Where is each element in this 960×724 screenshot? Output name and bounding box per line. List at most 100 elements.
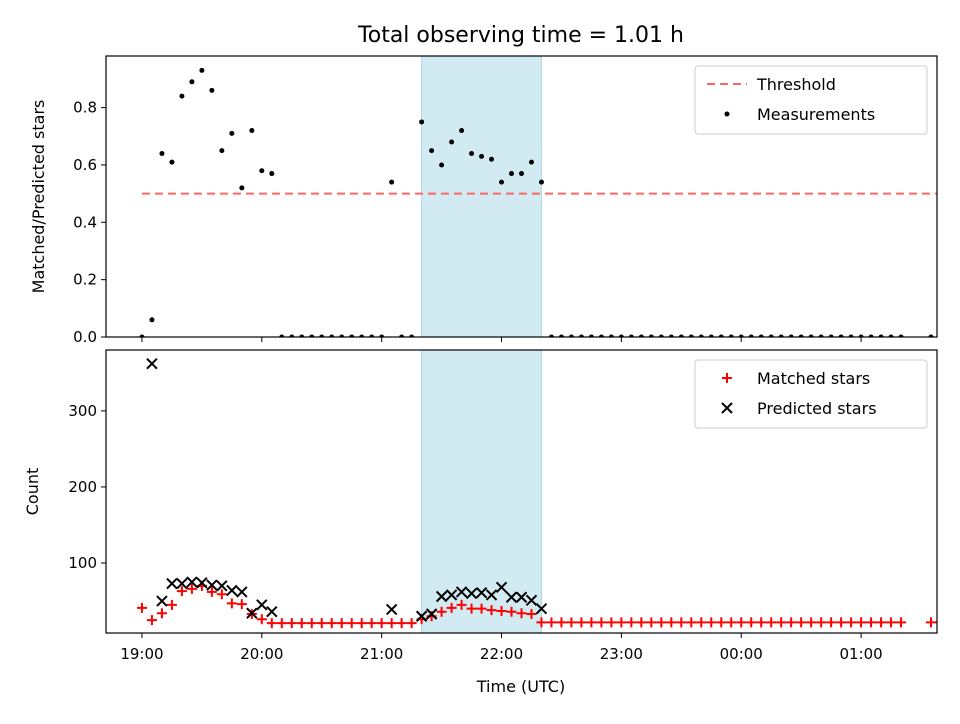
top-series-0-point-46	[598, 334, 604, 337]
top-series-0-point-36	[499, 179, 505, 185]
top-series-0-point-56	[698, 334, 704, 337]
bottom-series-0-point-17	[306, 618, 317, 629]
bottom-series-0-point-13	[266, 618, 277, 629]
top-series-0-point-21	[349, 334, 355, 337]
bottom-series-0-point-66	[796, 617, 807, 628]
top-series-0-point-55	[688, 334, 694, 337]
top-series-0-point-12	[259, 168, 265, 174]
top-series-0-point-58	[718, 334, 724, 337]
bottom-series-0-point-76	[896, 617, 907, 628]
top-series-0-point-53	[668, 334, 674, 337]
top-series-0-point-44	[578, 334, 584, 337]
bottom-series-1-point-15	[425, 608, 438, 620]
bottom-series-0-point-30	[436, 606, 447, 617]
top-series-0-point-1	[149, 317, 155, 323]
bottom-series-0-point-68	[816, 617, 827, 628]
top-legend-label-0: Threshold	[756, 75, 836, 94]
xtick-label-3: 22:00	[480, 645, 523, 663]
bottom-series-0-point-42	[556, 617, 567, 628]
top-series-0-point-42	[558, 334, 564, 337]
top-legend-label-1: Measurements	[757, 105, 875, 124]
bottom-series-0-point-70	[836, 617, 847, 628]
top-series-0-point-20	[339, 334, 345, 337]
bottom-series-0-point-61	[746, 617, 757, 628]
bottom-series-0-point-63	[766, 617, 777, 628]
top-series-0-point-61	[748, 334, 754, 337]
bottom-series-1-point-11	[256, 599, 268, 611]
bottom-series-0-point-27	[406, 618, 417, 629]
top-ytick-label-2: 0.4	[73, 213, 97, 231]
top-series-0-point-28	[419, 119, 425, 125]
bottom-series-0-point-8	[216, 589, 227, 600]
top-series-0-point-71	[848, 334, 854, 337]
top-legend-box	[694, 65, 928, 135]
bottom-series-0-point-43	[566, 617, 577, 628]
top-series-0-point-68	[818, 334, 824, 337]
top-series-0-point-66	[798, 334, 804, 337]
bottom-series-0-point-62	[756, 617, 767, 628]
bottom-series-0-point-23	[366, 618, 377, 629]
bottom-series-0-point-45	[586, 617, 597, 628]
top-series-0-point-37	[509, 171, 515, 177]
top-series-0-point-63	[768, 334, 774, 337]
bottom-ytick-label-1: 200	[68, 478, 97, 496]
top-series-0-point-59	[728, 334, 734, 337]
top-series-0-point-22	[359, 334, 365, 337]
bottom-series-0-point-49	[626, 617, 637, 628]
bottom-series-0-point-4	[176, 586, 187, 597]
bottom-series-1-point-25	[525, 594, 538, 606]
top-series-0-point-75	[888, 334, 894, 337]
bottom-series-1-point-17	[445, 589, 458, 601]
top-ytick-label-3: 0.6	[73, 156, 97, 174]
top-series-0-point-18	[319, 334, 325, 337]
bottom-series-0-point-59	[726, 617, 737, 628]
bottom-series-0-point-72	[856, 617, 867, 628]
top-series-0-point-9	[229, 130, 235, 136]
top-series-0-point-11	[249, 128, 255, 134]
bottom-series-0-point-69	[826, 617, 837, 628]
bottom-series-1-point-19	[465, 587, 478, 600]
top-series-0-point-41	[548, 334, 554, 337]
top-series-0-point-51	[648, 334, 654, 337]
xtick-label-4: 23:00	[600, 645, 643, 663]
x-axis-label: Time (UTC)	[476, 677, 565, 696]
top-legend: Threshold Measurements	[694, 65, 928, 135]
top-series-0-point-67	[808, 334, 814, 337]
bottom-series-0-point-20	[336, 618, 347, 629]
top-series-0-point-76	[898, 334, 904, 337]
top-series-0-point-23	[369, 334, 375, 337]
bottom-series-0-point-21	[346, 618, 357, 629]
bottom-series-0-point-19	[326, 618, 337, 629]
top-series-0-point-24	[379, 334, 385, 337]
bottom-legend-box	[694, 359, 928, 429]
bottom-series-0-point-57	[706, 617, 717, 628]
bottom-series-0-point-71	[846, 617, 857, 628]
bottom-series-0-point-65	[786, 617, 797, 628]
xtick-label-5: 00:00	[720, 645, 763, 663]
top-series-0-point-54	[678, 334, 684, 337]
top-ytick-label-1: 0.2	[73, 271, 97, 289]
bottom-series-0-point-25	[386, 618, 397, 629]
bottom-series-0-point-18	[316, 618, 327, 629]
top-series-0-point-5	[189, 79, 195, 85]
bottom-series-0-point-31	[446, 602, 457, 613]
top-series-0-point-7	[209, 87, 215, 93]
bottom-series-1-point-18	[455, 586, 468, 598]
bottom-series-0-point-75	[886, 617, 897, 628]
bottom-ytick-label-2: 300	[68, 402, 97, 420]
bottom-legend-label-1: Predicted stars	[757, 399, 877, 418]
bottom-y-axis-label: Count	[23, 468, 42, 516]
xtick-label-1: 20:00	[240, 645, 283, 663]
bottom-series-0-point-1	[146, 615, 157, 626]
bottom-series-0-point-36	[496, 605, 507, 616]
top-series-0-point-48	[618, 334, 624, 337]
bottom-series-0-point-77	[926, 617, 937, 628]
bottom-series-0-point-41	[546, 617, 557, 628]
bottom-series-0-point-44	[576, 617, 587, 628]
xtick-label-0: 19:00	[120, 645, 163, 663]
bottom-panel-counts: 100 200 300 Count 19:00 20:00 21:00 22:00 23:00 0…	[23, 349, 938, 663]
bottom-series-0-point-24	[376, 618, 387, 629]
top-series-0-point-40	[538, 179, 544, 185]
top-series-0-point-26	[399, 334, 405, 337]
